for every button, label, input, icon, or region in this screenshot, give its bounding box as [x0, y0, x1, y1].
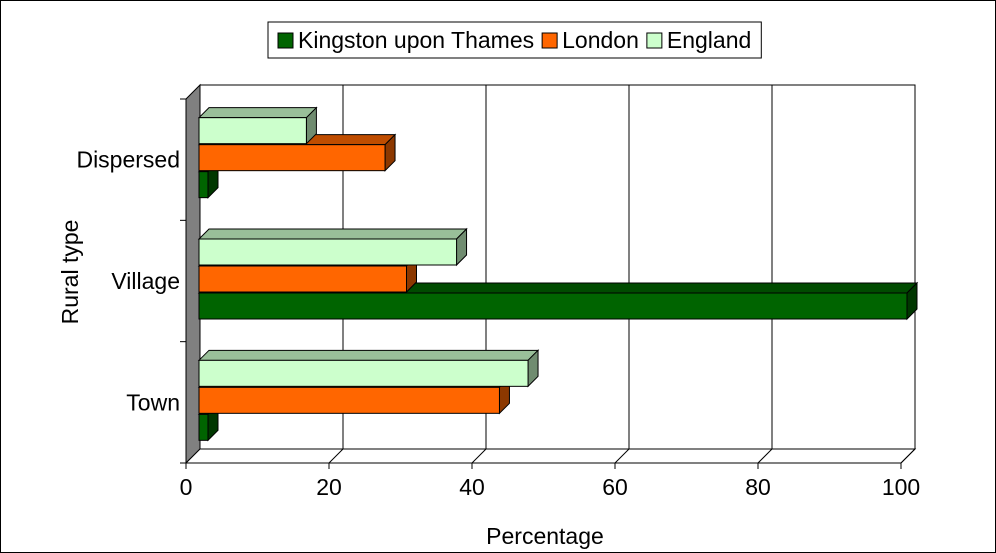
- legend-swatch-england: [646, 32, 663, 49]
- bar-england-village: [197, 227, 468, 267]
- floor-gridline: [328, 448, 344, 464]
- bar-england-town-top: [197, 349, 540, 361]
- legend-label-kingston-upon-thames: Kingston upon Thames: [298, 27, 534, 53]
- legend-label-london: London: [562, 27, 639, 53]
- legend-item-england[interactable]: England: [646, 27, 751, 53]
- x-axis-title: Percentage: [486, 523, 604, 549]
- y-tick-label-town: Town: [126, 389, 180, 415]
- y-tick-label-dispersed: Dispersed: [76, 147, 180, 173]
- bar-kingston-upon-thames-town-face: [198, 413, 209, 441]
- bar-england-dispersed-top: [197, 107, 318, 119]
- bar-england-dispersed: [197, 106, 318, 145]
- bars: [197, 106, 919, 442]
- x-tick-label-40: 40: [459, 474, 485, 500]
- bar-england-town-face: [198, 359, 529, 387]
- bar-london-dispersed-face: [198, 144, 386, 172]
- bar-kingston-upon-thames-dispersed-face: [198, 171, 209, 199]
- x-tick-label-80: 80: [745, 474, 771, 500]
- legend-item-london[interactable]: London: [541, 27, 639, 53]
- floor-gridline: [471, 448, 487, 464]
- axes: 0 20 40 60 80 100 Town Village Dispersed: [76, 98, 920, 500]
- bar-london-town-face: [198, 386, 500, 414]
- legend-box: [267, 21, 762, 59]
- x-tick-label-60: 60: [602, 474, 628, 500]
- bar-england-village-face: [198, 238, 458, 266]
- bar-england-village-top: [197, 228, 468, 240]
- floor-gridline: [757, 448, 773, 464]
- x-tick-label-100: 100: [882, 474, 920, 500]
- bar-england-dispersed-face: [198, 117, 307, 145]
- x-tick-label-0: 0: [180, 474, 193, 500]
- legend-swatch-kingston-upon-thames: [277, 32, 294, 49]
- bar-london-village-face: [198, 265, 407, 293]
- legend[interactable]: Kingston upon Thames London England: [267, 21, 762, 59]
- legend-item-kingston-upon-thames[interactable]: Kingston upon Thames: [277, 27, 534, 53]
- y-tick-label-village: Village: [111, 268, 180, 294]
- plot-side-wall: [185, 83, 201, 465]
- bar-kingston-upon-thames-village-face: [198, 292, 908, 320]
- bar-england-town: [197, 349, 540, 388]
- legend-swatch-london: [541, 32, 558, 49]
- floor-gridline: [900, 448, 916, 464]
- legend-label-england: England: [667, 27, 751, 53]
- y-axis-title: Rural type: [57, 220, 83, 325]
- x-tick-label-20: 20: [316, 474, 342, 500]
- floor-gridline: [614, 448, 630, 464]
- plot-floor: [184, 448, 917, 464]
